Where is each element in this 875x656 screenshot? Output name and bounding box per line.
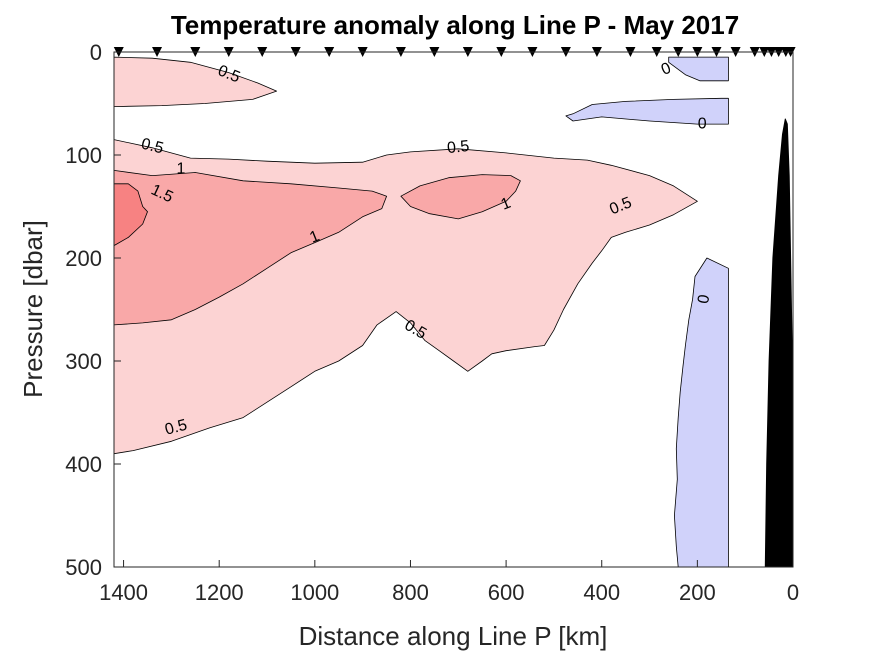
x-tick-label: 1000 [290, 580, 339, 605]
contour-label-11: 0 [698, 115, 707, 132]
x-tick-label: 200 [679, 580, 716, 605]
contour-label-2: 1 [176, 161, 185, 178]
contour-label-1: 0.5 [139, 136, 165, 158]
axes-box [113, 51, 794, 568]
contour-region-1-5-4 [114, 183, 148, 247]
contour-region-0-7 [674, 257, 729, 567]
x-tick-label: 400 [583, 580, 620, 605]
x-tick-label: 0 [787, 580, 799, 605]
contour-region-1-2 [114, 169, 388, 326]
axes: 1400 1200 1000 800 600 400 200 0010020030040050… [65, 40, 799, 605]
y-tick-label: 300 [65, 349, 102, 374]
chart-title: Temperature anomaly along Line P - May 2… [171, 10, 739, 40]
contour-label-4: 0.5 [446, 138, 470, 157]
y-tick-label: 200 [65, 246, 102, 271]
x-tick-label: 1200 [195, 580, 244, 605]
x-tick-label: 1400 [99, 580, 148, 605]
x-tick-label: 800 [392, 580, 429, 605]
contour-region-1-3 [400, 174, 521, 220]
x-tick-label: 600 [488, 580, 525, 605]
y-tick-label: 400 [65, 452, 102, 477]
y-tick-label: 500 [65, 555, 102, 580]
contour-region-0-5 [668, 56, 729, 82]
x-axis-label: Distance along Line P [km] [299, 621, 608, 651]
contour-regions [114, 56, 793, 567]
contour-label-12: 0 [695, 293, 713, 305]
contour-region-0-5-0 [114, 56, 278, 107]
contour-region-0-6 [565, 97, 729, 125]
y-tick-label: 0 [90, 40, 102, 65]
contour-label-9: 0.5 [163, 417, 189, 439]
y-axis-label: Pressure [dbar] [18, 220, 48, 398]
y-tick-label: 100 [65, 143, 102, 168]
